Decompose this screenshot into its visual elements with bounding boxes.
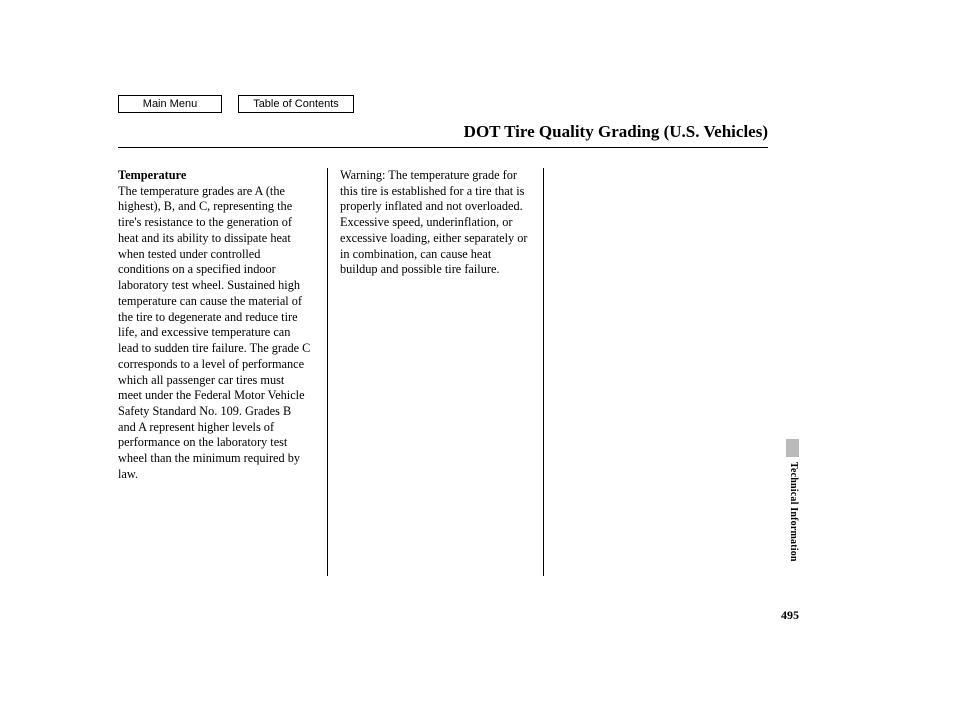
column-2: Warning: The temperature grade for this … [334, 168, 539, 576]
column-divider-2 [543, 168, 544, 576]
section-side-label: Technical Information [788, 462, 799, 562]
page-number: 495 [781, 608, 799, 623]
column-1-body: The temperature grades are A (the highes… [118, 184, 310, 481]
column-1: Temperature The temperature grades are A… [118, 168, 323, 576]
title-rule [118, 147, 768, 148]
content-columns: Temperature The temperature grades are A… [118, 168, 544, 576]
main-menu-button[interactable]: Main Menu [118, 95, 222, 113]
section-tab-marker [786, 439, 799, 457]
column-2-body: Warning: The temperature grade for this … [340, 168, 527, 276]
page-title: DOT Tire Quality Grading (U.S. Vehicles) [464, 122, 768, 142]
column-divider-1 [327, 168, 328, 576]
table-of-contents-button[interactable]: Table of Contents [238, 95, 354, 113]
nav-button-row: Main Menu Table of Contents [118, 95, 354, 113]
column-1-heading: Temperature [118, 168, 186, 182]
